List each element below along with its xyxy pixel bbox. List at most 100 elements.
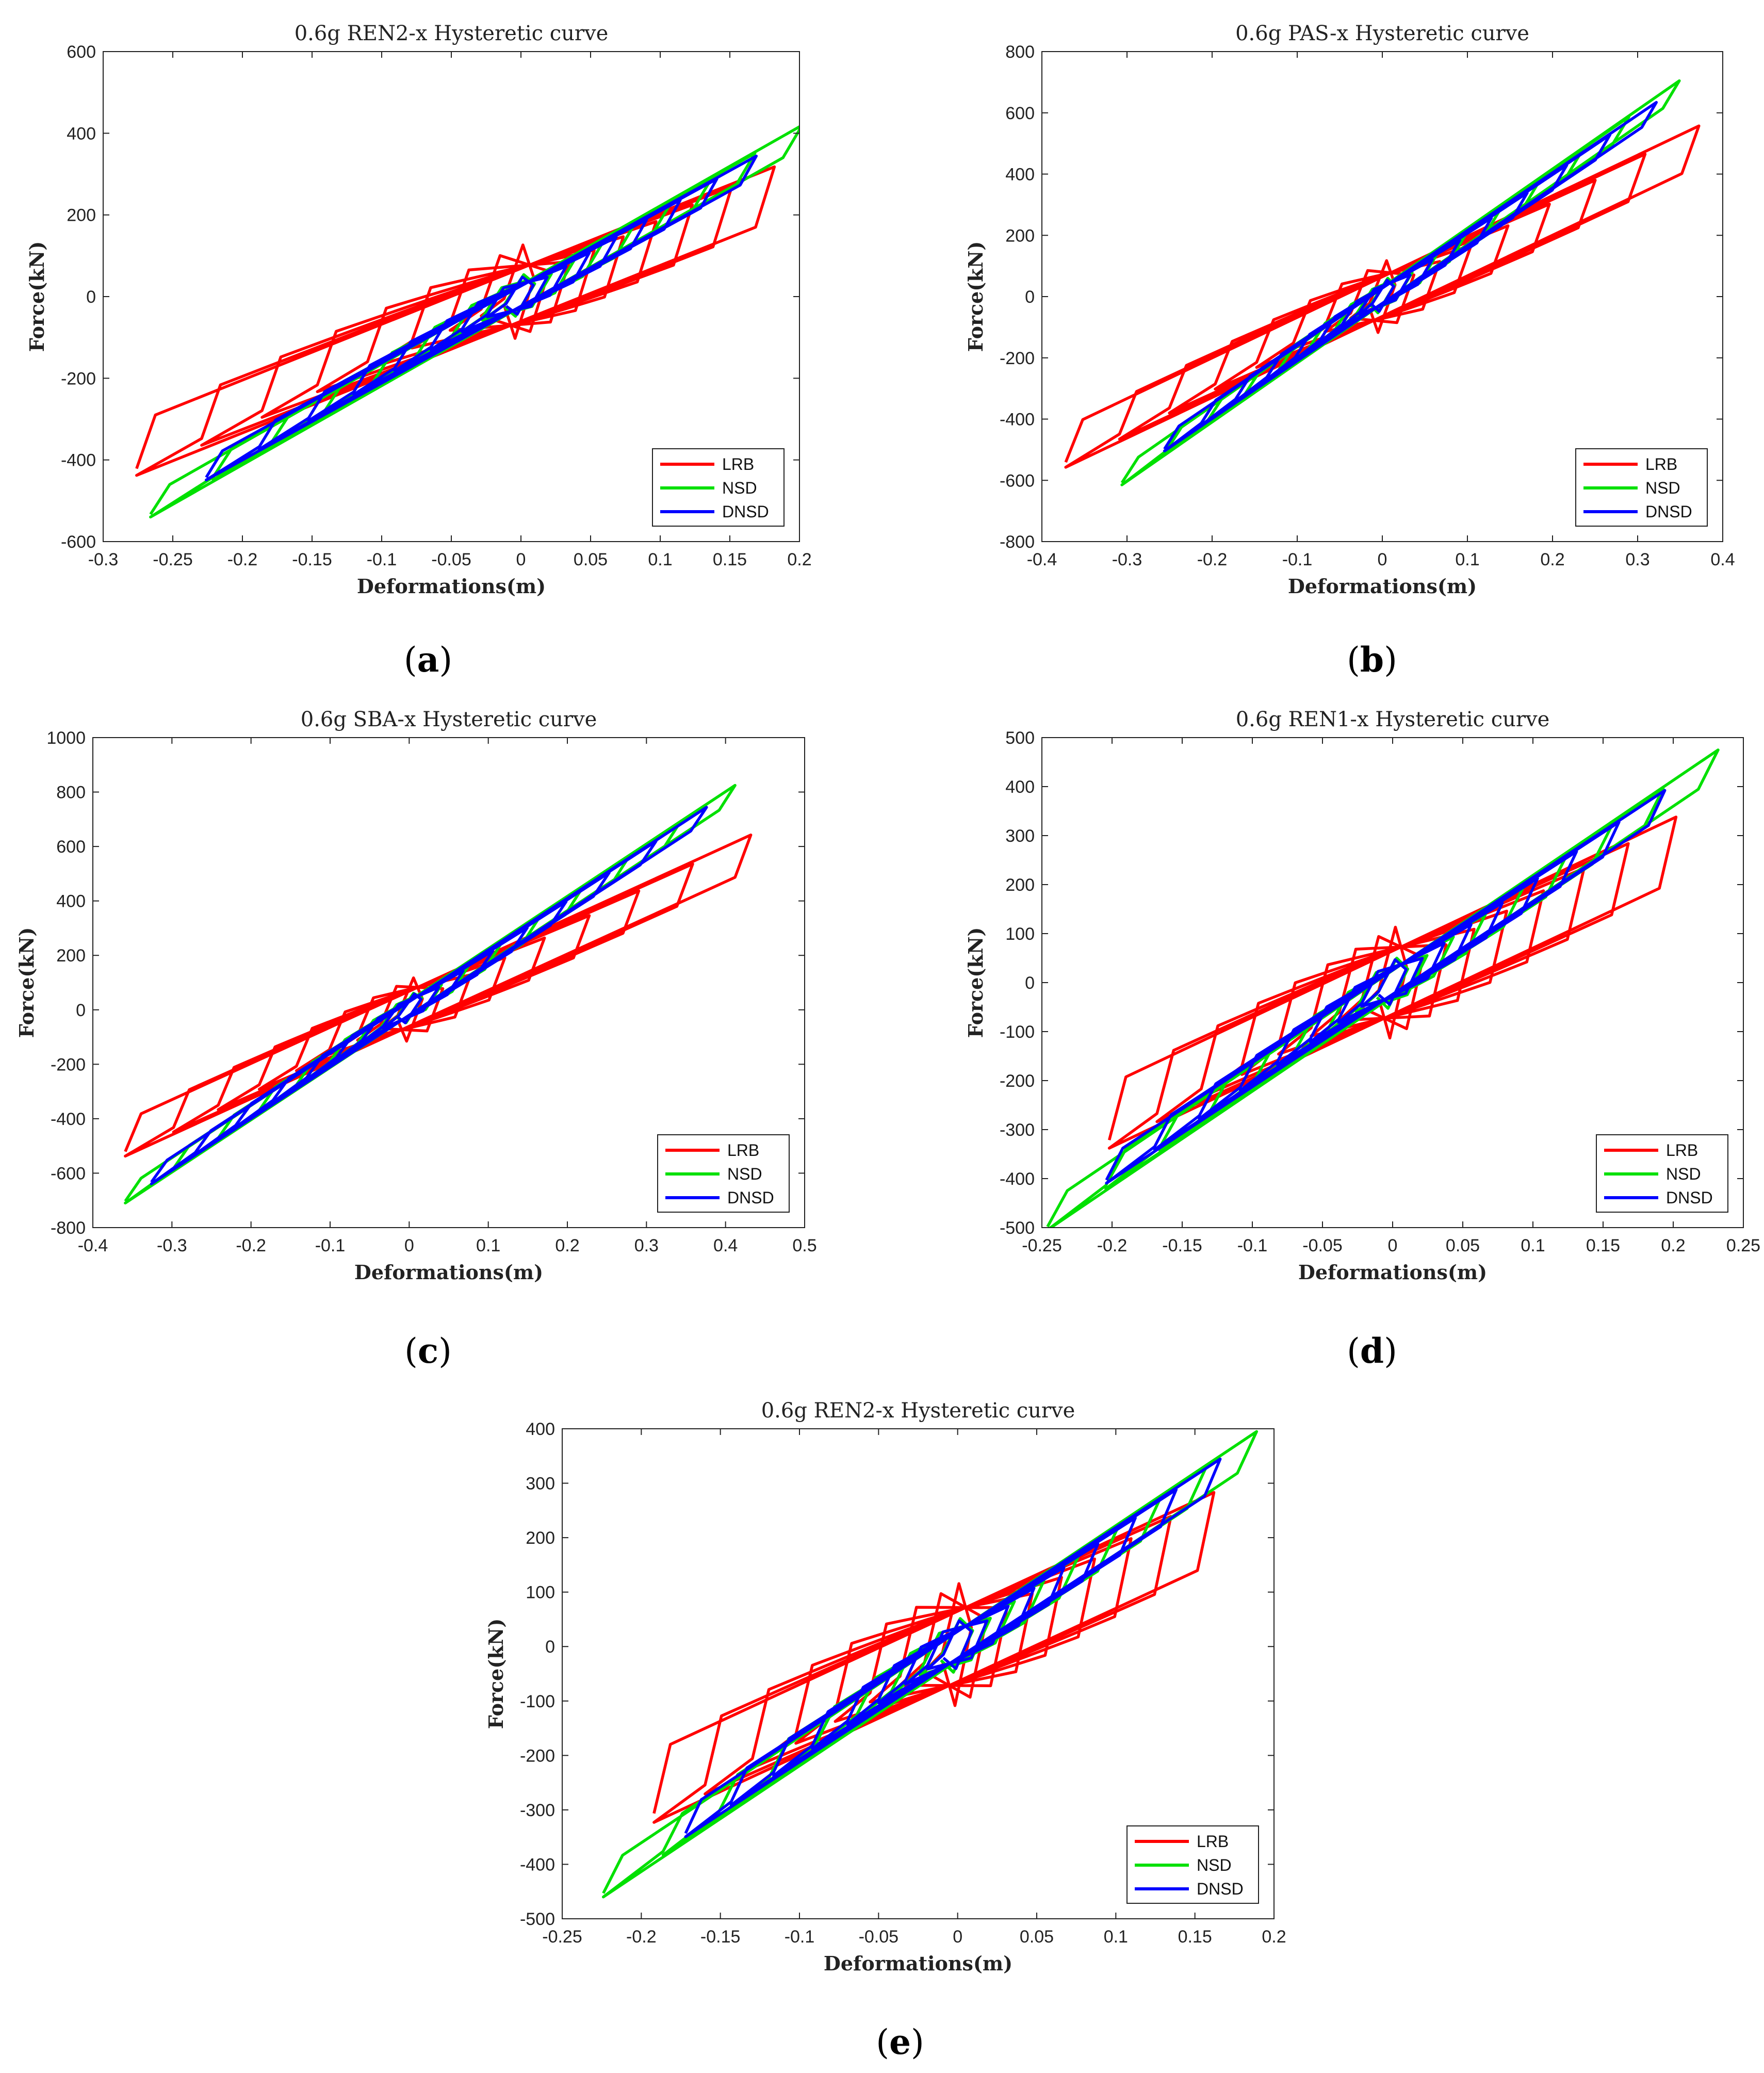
x-tick-label: 0.3: [634, 1236, 659, 1255]
y-tick-label: 400: [1005, 165, 1035, 185]
x-tick-label: -0.05: [1302, 1236, 1343, 1255]
series-line-dnsd: [1163, 101, 1658, 453]
legend-label-dnsd: DNSD: [1197, 1880, 1244, 1898]
legend-label-lrb: LRB: [1197, 1832, 1229, 1851]
x-tick-label: 0.2: [1262, 1927, 1286, 1947]
x-tick-label: 0.05: [574, 550, 608, 569]
y-axis-label: Force(kN): [964, 241, 987, 352]
x-tick-label: 0.1: [476, 1236, 500, 1255]
x-tick-label: -0.1: [785, 1927, 815, 1947]
chart-panel-b: 0.6g PAS-x Hysteretic curve -0.4 -0.3 -0.2 -…: [959, 15, 1735, 609]
series-line-dnsd: [150, 806, 708, 1185]
x-tick-label: 0: [1378, 550, 1387, 569]
x-tick-label: 0.5: [792, 1236, 816, 1255]
y-axis-label: Force(kN): [25, 241, 48, 352]
y-tick-label: -800: [51, 1218, 86, 1238]
chart-svg-b: 0.6g PAS-x Hysteretic curve -0.4 -0.3 -0.2 -…: [964, 22, 1735, 598]
x-axis-label: Deformations(m): [357, 575, 546, 598]
x-tick-label: 0: [516, 550, 526, 569]
y-tick-label: 1000: [46, 728, 86, 748]
caption-b: (b): [1347, 640, 1397, 680]
x-tick-label: 0.15: [1586, 1236, 1620, 1255]
x-tick-label: 0.1: [648, 550, 672, 569]
y-tick-label: 800: [56, 783, 86, 803]
x-tick-label: 0.1: [1455, 550, 1479, 569]
x-axis-label: Deformations(m): [824, 1952, 1012, 1975]
y-tick-label: 0: [545, 1637, 555, 1657]
legend-label-lrb: LRB: [722, 455, 754, 474]
chart-svg-c: 0.6g SBA-x Hysteretic curve -0.4 -0.3 -0.2 -…: [15, 708, 817, 1284]
chart-panel-d: 0.6g REN1-x Hysteretic curve -0.25 -0.2 -0.…: [959, 701, 1760, 1295]
y-tick-label: -400: [1000, 410, 1035, 430]
caption-e: (e): [876, 2022, 924, 2062]
y-tick-label: -200: [520, 1746, 555, 1766]
y-tick-label: -200: [61, 369, 96, 388]
legend: LRB NSD DNSD: [1126, 1825, 1259, 1904]
y-tick-label: -100: [520, 1692, 555, 1711]
x-tick-label: 0.2: [1540, 550, 1564, 569]
y-tick-label: 400: [526, 1419, 555, 1439]
chart-svg-d: 0.6g REN1-x Hysteretic curve -0.25 -0.2 -0.…: [964, 708, 1760, 1284]
y-tick-label: -600: [1000, 471, 1035, 491]
y-tick-label: 0: [76, 1001, 86, 1020]
x-tick-label: 0.1: [1521, 1236, 1545, 1255]
legend-label-dnsd: DNSD: [1666, 1188, 1713, 1207]
legend-label-nsd: NSD: [722, 479, 757, 497]
x-tick-label: 0.3: [1625, 550, 1649, 569]
x-tick-label: -0.05: [431, 550, 471, 569]
x-tick-label: 0: [953, 1927, 962, 1947]
caption-c: (c): [404, 1331, 452, 1371]
y-tick-label: 0: [86, 287, 96, 307]
y-tick-label: -400: [520, 1855, 555, 1874]
x-tick-label: -0.05: [859, 1927, 899, 1947]
chart-panel-c: 0.6g SBA-x Hysteretic curve -0.4 -0.3 -0.2 -…: [10, 701, 817, 1295]
chart-panel-a: 0.6g REN2-x Hysteretic curve -0.3 -0.25 -0.…: [21, 15, 812, 609]
legend-label-nsd: NSD: [1197, 1856, 1232, 1874]
x-tick-label: -0.2: [626, 1927, 657, 1947]
x-tick-label: -0.15: [292, 550, 332, 569]
x-tick-label: -0.1: [367, 550, 397, 569]
series-line-lrb: [1064, 124, 1701, 469]
y-tick-label: 300: [1005, 826, 1035, 846]
x-tick-label: -0.4: [1027, 550, 1057, 569]
x-tick-label: 0: [404, 1236, 414, 1255]
x-tick-label: 0.4: [713, 1236, 738, 1255]
x-tick-label: 0.1: [1104, 1927, 1128, 1947]
y-tick-label: 500: [1005, 728, 1035, 748]
legend-label-dnsd: DNSD: [727, 1188, 774, 1207]
y-tick-label: 200: [526, 1528, 555, 1548]
y-tick-label: 800: [1005, 42, 1035, 62]
caption-d: (d): [1347, 1331, 1397, 1371]
series-line-dnsd: [205, 154, 758, 482]
x-tick-label: -0.2: [1197, 550, 1228, 569]
legend-label-lrb: LRB: [1666, 1141, 1698, 1160]
y-tick-label: -400: [61, 451, 96, 470]
chart-svg-a: 0.6g REN2-x Hysteretic curve -0.3 -0.25 -0.…: [25, 22, 812, 598]
y-tick-label: -400: [51, 1109, 86, 1129]
legend-label-lrb: LRB: [727, 1141, 759, 1160]
y-tick-label: 400: [67, 124, 96, 143]
y-tick-label: -200: [1000, 349, 1035, 368]
y-axis-label: Force(kN): [15, 927, 38, 1038]
chart-title: 0.6g REN1-x Hysteretic curve: [1236, 708, 1550, 731]
y-tick-label: 300: [526, 1474, 555, 1494]
y-tick-label: -500: [520, 1909, 555, 1929]
y-tick-label: 100: [1005, 924, 1035, 944]
x-tick-label: -0.1: [1237, 1236, 1268, 1255]
y-tick-label: 0: [1025, 287, 1035, 307]
plot-area: [1064, 79, 1701, 486]
y-tick-label: -100: [1000, 1022, 1035, 1042]
legend-label-dnsd: DNSD: [722, 502, 769, 521]
x-tick-label: -0.1: [1282, 550, 1313, 569]
series-line-lrb: [1107, 815, 1678, 1150]
x-tick-label: -0.25: [1022, 1236, 1062, 1255]
plot-area: [601, 1430, 1259, 1899]
axes-box: [562, 1428, 1275, 1919]
caption-a: (a): [403, 640, 453, 680]
chart-title: 0.6g REN2-x Hysteretic curve: [295, 22, 609, 45]
x-tick-label: -0.3: [88, 550, 119, 569]
x-tick-label: 0.25: [1726, 1236, 1760, 1255]
y-tick-label: 100: [526, 1583, 555, 1603]
y-axis-label: Force(kN): [964, 927, 987, 1038]
x-tick-label: -0.4: [78, 1236, 108, 1255]
